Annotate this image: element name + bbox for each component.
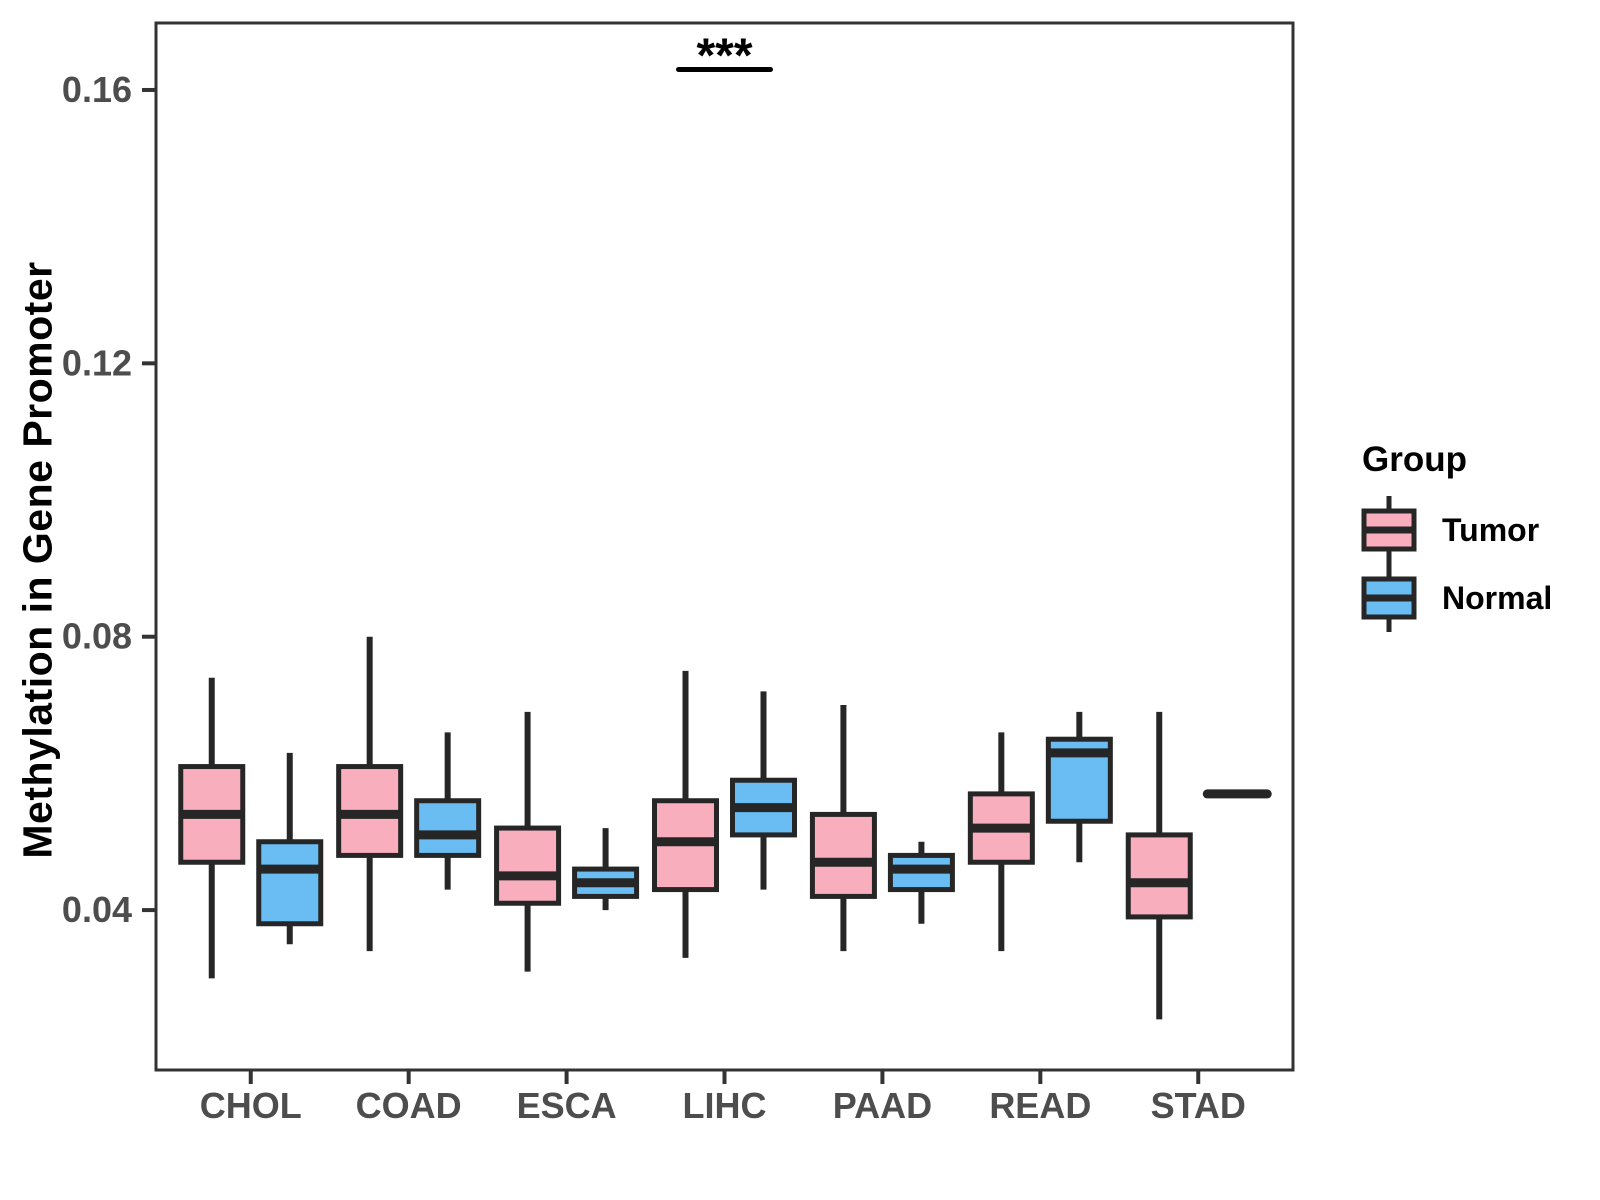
x-tick-label-stad: STAD — [1151, 1085, 1246, 1126]
legend-entry-tumor: Tumor — [1360, 496, 1552, 564]
x-tick-label-paad: PAAD — [833, 1085, 932, 1126]
x-tick-label-coad: COAD — [356, 1085, 462, 1126]
legend-label-tumor: Tumor — [1442, 511, 1540, 548]
legend-title: Group — [1362, 440, 1467, 479]
y-tick-label: 0.04 — [62, 889, 132, 930]
x-tick-label-lihc: LIHC — [683, 1085, 767, 1126]
legend: Group Tumor Normal — [1360, 440, 1552, 632]
y-tick-label: 0.16 — [62, 69, 132, 110]
box-normal-chol — [256, 839, 324, 927]
x-tick-label-chol: CHOL — [200, 1085, 302, 1126]
y-tick-label: 0.12 — [62, 342, 132, 383]
boxplot-glyph-icon — [1361, 564, 1417, 632]
boxplot-glyph-icon — [1361, 496, 1417, 564]
box-tumor-esca — [494, 825, 562, 906]
x-tick-label-read: READ — [989, 1085, 1091, 1126]
y-tick-label: 0.08 — [62, 616, 132, 657]
legend-label-normal: Normal — [1442, 579, 1553, 616]
y-axis-title: Methylation in Gene Promoter — [14, 261, 61, 859]
x-tick-label-esca: ESCA — [517, 1085, 617, 1126]
legend-entry-normal: Normal — [1360, 564, 1552, 632]
significance-stars: *** — [696, 29, 752, 82]
box-tumor-stad — [1125, 832, 1193, 920]
box-tumor-paad — [809, 811, 877, 899]
box-normal-coad — [414, 798, 482, 858]
panel-border — [154, 21, 1295, 1072]
